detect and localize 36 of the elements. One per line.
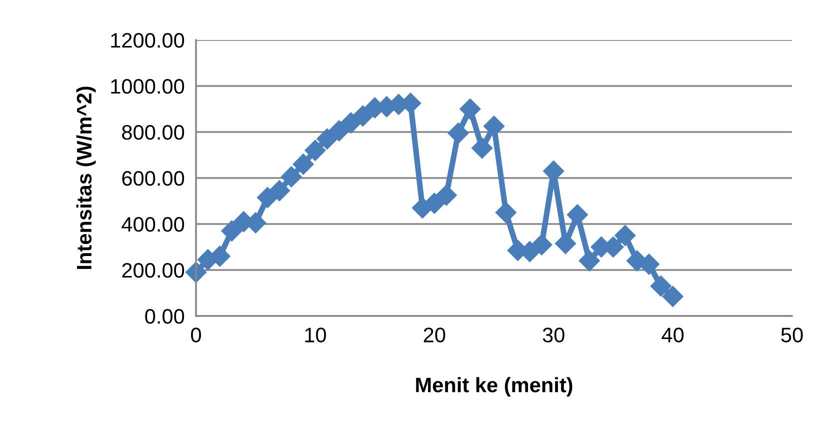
point [352, 105, 374, 126]
x-tick-label: 30 [542, 328, 564, 342]
point [292, 154, 314, 175]
x-tick-label: 0 [191, 328, 201, 342]
x-tick-label: 20 [424, 328, 446, 342]
point [662, 286, 684, 307]
point [460, 98, 481, 120]
x-tick-label: 10 [305, 328, 326, 342]
y-tick-label: 400.00 [122, 217, 184, 232]
point [328, 120, 350, 142]
point [472, 138, 493, 159]
y-tick-label: 600.00 [122, 171, 184, 186]
point [531, 234, 552, 256]
point [316, 128, 338, 150]
y-tick-label: 0.00 [145, 309, 184, 324]
point [448, 122, 469, 144]
point [340, 112, 362, 134]
point [650, 276, 672, 297]
point [566, 204, 588, 226]
y-tick-label: 200.00 [122, 263, 184, 278]
point [436, 184, 457, 206]
point [221, 220, 242, 242]
x-tick-label: 50 [781, 328, 803, 342]
y-axis-title: Intensitas (W/m^2) [76, 86, 96, 269]
point [268, 180, 290, 202]
y-tick-label: 800.00 [122, 125, 184, 140]
point [483, 116, 505, 137]
point [614, 224, 636, 246]
y-tick-label: 1000.00 [111, 79, 184, 94]
point [495, 202, 516, 224]
point [578, 250, 600, 272]
point [304, 140, 326, 161]
point [280, 166, 302, 188]
x-tick-label: 40 [662, 328, 684, 342]
x-axis-title: Menit ke (menit) [416, 377, 572, 397]
y-tick-label: 1200.00 [111, 33, 184, 48]
